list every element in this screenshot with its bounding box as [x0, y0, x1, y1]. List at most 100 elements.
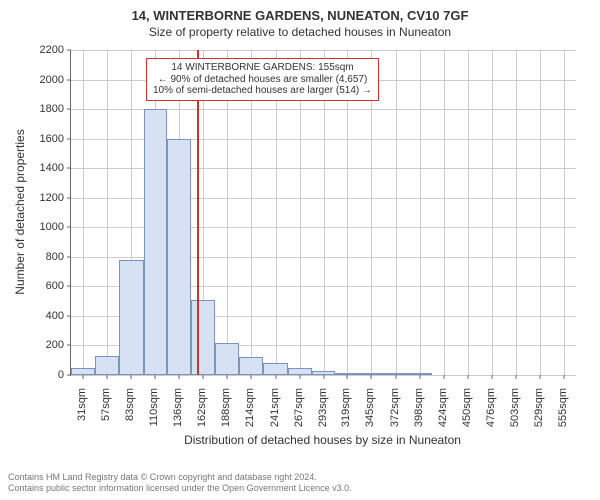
- xtick-label: 319sqm: [340, 388, 352, 438]
- xtick-label: 450sqm: [461, 388, 473, 438]
- xtick-label: 110sqm: [148, 388, 160, 438]
- attribution-line-1: Contains HM Land Registry data © Crown c…: [8, 472, 352, 483]
- xtick-mark: [106, 375, 107, 379]
- ytick-label: 1400: [40, 162, 64, 174]
- xtick-label: 267sqm: [293, 388, 305, 438]
- xtick-label: 83sqm: [124, 388, 136, 438]
- gridline-vertical: [444, 50, 445, 375]
- histogram-bar: [288, 368, 312, 375]
- ytick-mark: [67, 138, 71, 139]
- xtick-mark: [347, 375, 348, 379]
- annotation-line: 10% of semi-detached houses are larger (…: [153, 85, 372, 97]
- xtick-mark: [540, 375, 541, 379]
- xtick-mark: [275, 375, 276, 379]
- ytick-label: 1800: [40, 103, 64, 115]
- ytick-label: 0: [58, 369, 64, 381]
- histogram-bar: [144, 109, 168, 375]
- xtick-mark: [82, 375, 83, 379]
- ytick-label: 200: [46, 339, 64, 351]
- ytick-mark: [67, 50, 71, 51]
- ytick-label: 400: [46, 310, 64, 322]
- chart-title: 14, WINTERBORNE GARDENS, NUNEATON, CV10 …: [0, 0, 600, 23]
- gridline-vertical: [107, 50, 108, 375]
- ytick-label: 1200: [40, 192, 64, 204]
- xtick-mark: [130, 375, 131, 379]
- gridline-vertical: [540, 50, 541, 375]
- histogram-bar: [191, 300, 215, 375]
- annotation-box: 14 WINTERBORNE GARDENS: 155sqm← 90% of d…: [146, 58, 379, 101]
- xtick-label: 529sqm: [533, 388, 545, 438]
- xtick-label: 162sqm: [196, 388, 208, 438]
- annotation-line: ← 90% of detached houses are smaller (4,…: [153, 74, 372, 86]
- histogram-bar: [408, 373, 432, 375]
- histogram-bar: [71, 368, 95, 375]
- xtick-mark: [227, 375, 228, 379]
- attribution-line-2: Contains public sector information licen…: [8, 483, 352, 494]
- histogram-bar: [239, 357, 263, 375]
- gridline-vertical: [420, 50, 421, 375]
- chart-container: 14, WINTERBORNE GARDENS, NUNEATON, CV10 …: [0, 0, 600, 500]
- xtick-label: 293sqm: [317, 388, 329, 438]
- xtick-label: 476sqm: [485, 388, 497, 438]
- xtick-mark: [491, 375, 492, 379]
- ytick-mark: [67, 227, 71, 228]
- xtick-mark: [564, 375, 565, 379]
- gridline-vertical: [564, 50, 565, 375]
- histogram-bar: [167, 139, 191, 375]
- histogram-bar: [215, 343, 239, 376]
- ytick-label: 1000: [40, 221, 64, 233]
- ytick-mark: [67, 286, 71, 287]
- ytick-mark: [67, 256, 71, 257]
- xtick-mark: [443, 375, 444, 379]
- xtick-mark: [419, 375, 420, 379]
- xtick-label: 345sqm: [364, 388, 376, 438]
- xtick-mark: [371, 375, 372, 379]
- xtick-label: 57sqm: [100, 388, 112, 438]
- xtick-label: 31sqm: [76, 388, 88, 438]
- ytick-label: 1600: [40, 133, 64, 145]
- ytick-mark: [67, 79, 71, 80]
- xtick-mark: [155, 375, 156, 379]
- ytick-mark: [67, 197, 71, 198]
- y-axis-label: Number of detached properties: [13, 112, 27, 312]
- ytick-mark: [67, 315, 71, 316]
- xtick-label: 555sqm: [557, 388, 569, 438]
- xtick-mark: [323, 375, 324, 379]
- ytick-mark: [67, 109, 71, 110]
- gridline-vertical: [516, 50, 517, 375]
- gridline-vertical: [83, 50, 84, 375]
- ytick-mark: [67, 168, 71, 169]
- ytick-label: 2200: [40, 44, 64, 56]
- xtick-label: 136sqm: [172, 388, 184, 438]
- xtick-mark: [467, 375, 468, 379]
- ytick-label: 600: [46, 280, 64, 292]
- gridline-vertical: [492, 50, 493, 375]
- xtick-label: 398sqm: [413, 388, 425, 438]
- xtick-mark: [299, 375, 300, 379]
- histogram-bar: [95, 356, 119, 375]
- chart-subtitle: Size of property relative to detached ho…: [0, 23, 600, 39]
- xtick-label: 214sqm: [244, 388, 256, 438]
- ytick-mark: [67, 345, 71, 346]
- histogram-bar: [383, 373, 408, 375]
- histogram-bar: [312, 371, 336, 375]
- xtick-label: 188sqm: [220, 388, 232, 438]
- xtick-label: 503sqm: [509, 388, 521, 438]
- xtick-mark: [179, 375, 180, 379]
- xtick-label: 372sqm: [389, 388, 401, 438]
- gridline-vertical: [468, 50, 469, 375]
- histogram-bar: [359, 373, 383, 375]
- gridline-vertical: [396, 50, 397, 375]
- xtick-label: 424sqm: [437, 388, 449, 438]
- plot-area: 14 WINTERBORNE GARDENS: 155sqm← 90% of d…: [70, 50, 576, 376]
- xtick-mark: [396, 375, 397, 379]
- xtick-mark: [250, 375, 251, 379]
- histogram-bar: [335, 373, 359, 375]
- histogram-bar: [263, 363, 288, 375]
- annotation-line: 14 WINTERBORNE GARDENS: 155sqm: [153, 62, 372, 74]
- ytick-label: 800: [46, 251, 64, 263]
- ytick-label: 2000: [40, 74, 64, 86]
- histogram-bar: [119, 260, 144, 375]
- xtick-mark: [516, 375, 517, 379]
- attribution-text: Contains HM Land Registry data © Crown c…: [8, 472, 352, 494]
